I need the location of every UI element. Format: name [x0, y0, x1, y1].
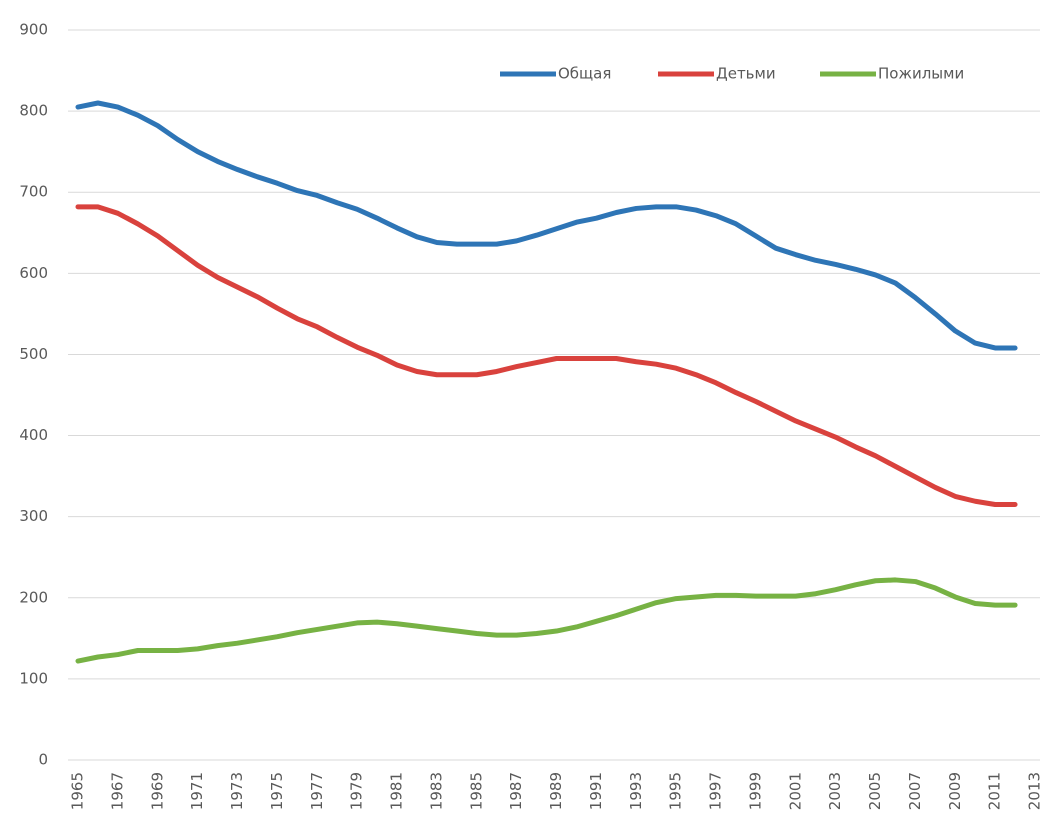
legend-label: Пожилыми [878, 65, 964, 83]
x-tick-label: 1989 [547, 772, 565, 810]
x-tick-label: 2007 [906, 772, 924, 810]
y-tick-label: 100 [19, 669, 48, 687]
x-tick-label: 2013 [1026, 772, 1040, 810]
x-tick-label: 1967 [108, 772, 126, 810]
x-tick-label: 1999 [746, 772, 764, 810]
x-tick-label: 1987 [507, 772, 525, 810]
series-line [78, 103, 1015, 348]
x-tick-label: 2003 [826, 772, 844, 810]
x-tick-label: 1977 [308, 772, 326, 810]
x-tick-label: 1993 [627, 772, 645, 810]
x-tick-label: 1975 [268, 772, 286, 810]
x-tick-label: 1995 [667, 772, 685, 810]
y-tick-label: 0 [38, 751, 48, 769]
y-tick-label: 400 [19, 426, 48, 444]
x-tick-label: 1991 [587, 772, 605, 810]
x-tick-label: 1965 [69, 772, 87, 810]
x-tick-label: 1985 [467, 772, 485, 810]
y-tick-label: 700 [19, 183, 48, 201]
x-tick-label: 1971 [188, 772, 206, 810]
x-tick-label: 1981 [388, 772, 406, 810]
y-tick-label: 200 [19, 588, 48, 606]
x-tick-label: 1997 [707, 772, 725, 810]
y-tick-label: 500 [19, 345, 48, 363]
series-line [78, 207, 1015, 505]
y-tick-label: 900 [19, 21, 48, 39]
y-tick-label: 600 [19, 264, 48, 282]
x-tick-label: 1969 [148, 772, 166, 810]
x-tick-label: 1983 [427, 772, 445, 810]
legend-label: Общая [558, 65, 611, 83]
x-tick-label: 2001 [786, 772, 804, 810]
x-tick-label: 2011 [986, 772, 1004, 810]
y-tick-label: 300 [19, 507, 48, 525]
x-tick-label: 2009 [946, 772, 964, 810]
x-tick-label: 1979 [348, 772, 366, 810]
x-tick-label: 1973 [228, 772, 246, 810]
y-tick-label: 800 [19, 102, 48, 120]
x-tick-label: 2005 [866, 772, 884, 810]
series-line [78, 580, 1015, 661]
legend-label: Детьми [716, 65, 776, 83]
